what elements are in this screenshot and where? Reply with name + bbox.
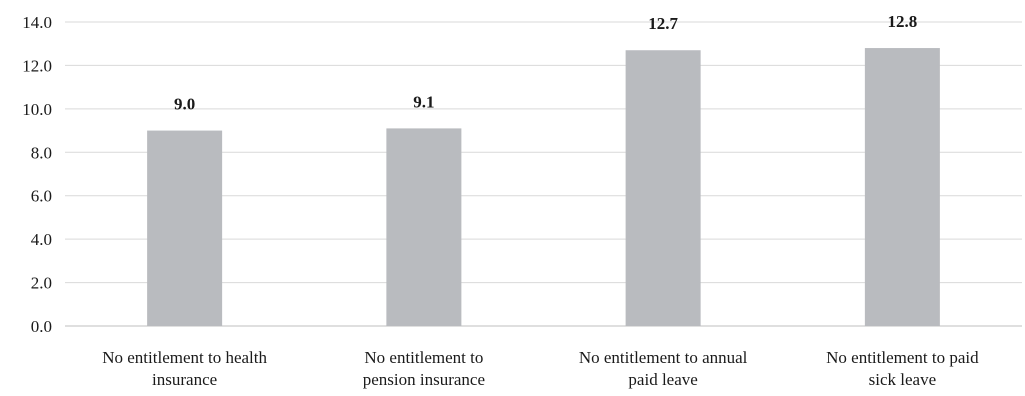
y-tick-label: 8.0 (31, 143, 52, 162)
category-label: No entitlement to health insurance (102, 348, 267, 389)
y-tick-label: 0.0 (31, 317, 52, 336)
y-tick-label: 4.0 (31, 230, 52, 249)
data-labels: 9.0 9.1 12.7 12.8 (174, 12, 917, 114)
category-label-line: No entitlement to annual (579, 348, 748, 367)
y-tick-label: 2.0 (31, 274, 52, 293)
gridlines (65, 21, 1022, 327)
y-tick-label: 12.0 (22, 56, 52, 75)
bar (864, 48, 940, 327)
bar (386, 128, 462, 326)
category-label-line: pension insurance (363, 370, 485, 389)
category-label-line: insurance (152, 370, 217, 389)
data-label: 12.8 (888, 12, 918, 31)
y-tick-label: 10.0 (22, 100, 52, 119)
bar (147, 130, 223, 326)
category-label-line: paid leave (628, 370, 697, 389)
category-label-line: sick leave (869, 370, 937, 389)
category-label-line: No entitlement to (364, 348, 483, 367)
bar (625, 50, 701, 326)
category-label: No entitlement to annual paid leave (579, 348, 748, 389)
y-tick-label: 14.0 (22, 13, 52, 32)
y-tick-label: 6.0 (31, 187, 52, 206)
category-label-line: No entitlement to health (102, 348, 267, 367)
category-label: No entitlement to pension insurance (363, 348, 485, 389)
data-label: 9.0 (174, 95, 195, 114)
category-label: No entitlement to paid sick leave (826, 348, 979, 389)
data-label: 9.1 (413, 92, 434, 111)
data-label: 12.7 (648, 14, 678, 33)
bars (147, 48, 940, 327)
y-axis-tick-labels: 0.0 2.0 4.0 6.0 8.0 10.0 12.0 14.0 (22, 13, 52, 336)
category-label-line: No entitlement to paid (826, 348, 979, 367)
